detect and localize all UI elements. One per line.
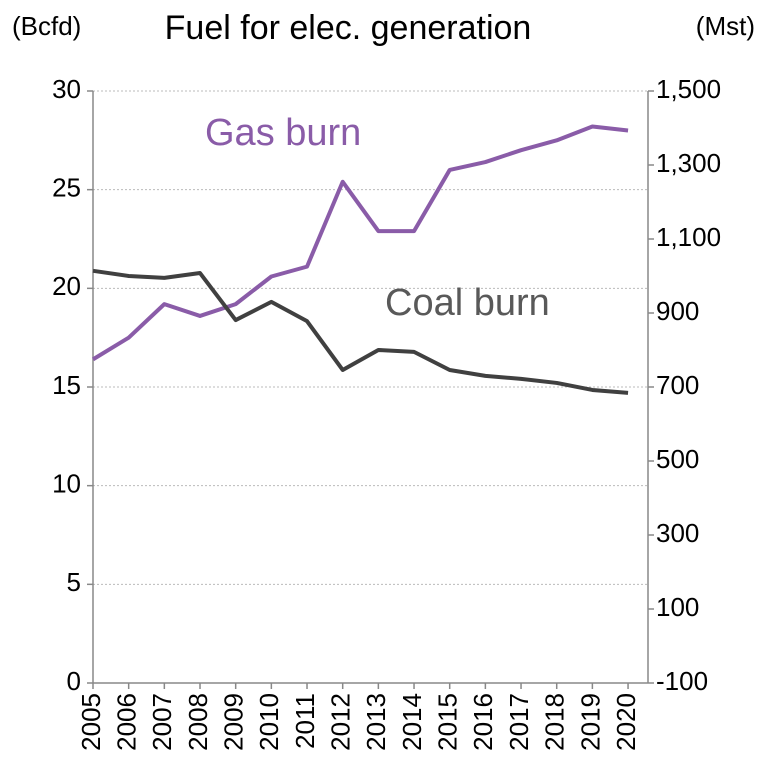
x-tick-label: 2016 <box>468 693 498 751</box>
series-annotation: Coal burn <box>385 282 550 324</box>
x-tick-label: 2005 <box>76 693 106 751</box>
y2-tick-label: 700 <box>656 370 699 400</box>
x-tick-label: 2009 <box>219 693 249 751</box>
x-tick-label: 2007 <box>147 693 177 751</box>
series-annotation: Gas burn <box>205 112 361 154</box>
x-tick-label: 2006 <box>112 693 142 751</box>
y2-tick-label: 500 <box>656 444 699 474</box>
y2-tick-label: 100 <box>656 592 699 622</box>
x-tick-label: 2012 <box>326 693 356 751</box>
x-tick-label: 2018 <box>540 693 570 751</box>
y2-axis-label: (Mst) <box>696 11 755 41</box>
y-tick-label: 5 <box>67 567 81 597</box>
y2-tick-label: 300 <box>656 518 699 548</box>
y-axis-label: (Bcfd) <box>12 11 81 41</box>
y2-tick-label: -100 <box>656 666 708 696</box>
x-tick-label: 2014 <box>397 693 427 751</box>
y-tick-label: 0 <box>67 666 81 696</box>
x-tick-label: 2008 <box>183 693 213 751</box>
y-tick-label: 30 <box>52 74 81 104</box>
x-tick-label: 2011 <box>290 693 320 749</box>
x-tick-label: 2010 <box>254 693 284 751</box>
y2-tick-label: 1,500 <box>656 74 721 104</box>
y-tick-label: 20 <box>52 271 81 301</box>
y-tick-label: 15 <box>52 370 81 400</box>
chart-title: Fuel for elec. generation <box>165 9 532 47</box>
series-line <box>91 124 629 362</box>
x-tick-label: 2019 <box>575 693 605 751</box>
x-tick-label: 2013 <box>361 693 391 751</box>
x-tick-label: 2015 <box>433 693 463 751</box>
series-line <box>92 268 629 395</box>
y-tick-label: 25 <box>52 173 81 203</box>
x-tick-label: 2020 <box>611 693 641 751</box>
y2-tick-label: 900 <box>656 296 699 326</box>
x-tick-label: 2017 <box>504 693 534 751</box>
y2-tick-label: 1,100 <box>656 222 721 252</box>
y2-tick-label: 1,300 <box>656 148 721 178</box>
y-tick-label: 10 <box>52 469 81 499</box>
